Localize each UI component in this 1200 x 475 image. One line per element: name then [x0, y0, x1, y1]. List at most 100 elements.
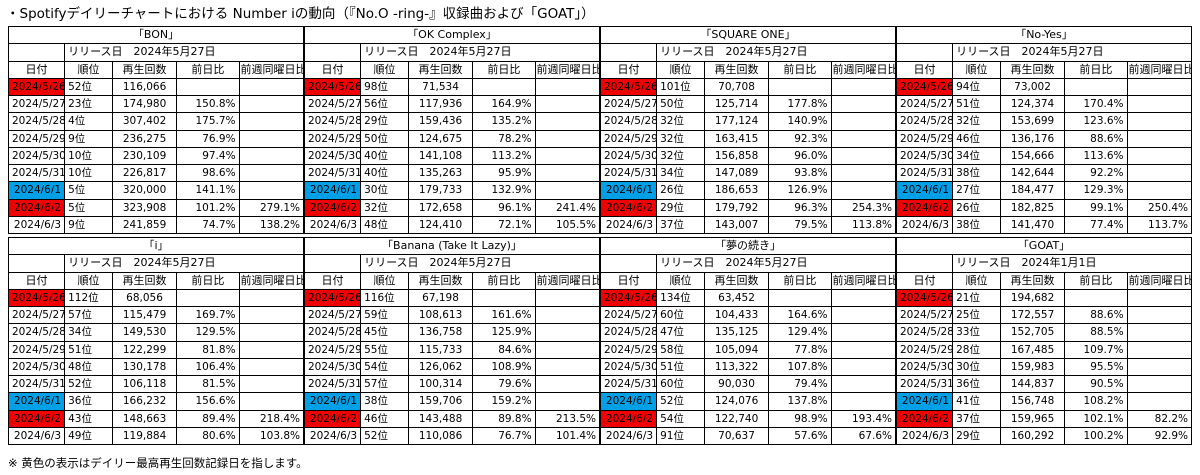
table-row: 2024/5/26 134位 63,452 — [599, 288, 897, 308]
cell-rank: 116位 — [360, 288, 409, 308]
cell-plays: 135,263 — [407, 163, 474, 183]
song-table: 「BON」 リリース日 2024年5月27日 日付 順位 再生回数 前日比 前週同曜日比 20… — [7, 25, 305, 235]
cell-wow: 113.7% — [1126, 215, 1193, 235]
release-date: リリース日 2024年5月27日 — [656, 254, 896, 273]
cell-date: 2024/5/30 — [303, 357, 362, 377]
table-row: 2024/5/26 112位 68,056 — [7, 288, 305, 308]
cell-plays: 144,837 — [999, 374, 1066, 394]
table-row: 2024/5/29 55位 115,733 84.6% — [303, 340, 601, 359]
cell-wow — [534, 288, 601, 308]
cell-dod: 161.6% — [472, 305, 536, 325]
column-header-plays: 再生回数 — [999, 271, 1066, 290]
song-table: 「GOAT」 リリース日 2024年1月1日 日付 順位 再生回数 前日比 前週同曜日比 20… — [895, 236, 1193, 446]
cell-rank: 94位 — [952, 77, 1001, 97]
release-date: リリース日 2024年1月1日 — [952, 254, 1192, 273]
cell-wow: 101.4% — [534, 426, 601, 446]
cell-date: 2024/6/1 — [599, 392, 658, 411]
cell-rank: 43位 — [64, 409, 113, 428]
release-date: リリース日 2024年5月27日 — [360, 254, 600, 273]
table-row: 2024/6/1 41位 156,748 108.2% — [895, 392, 1193, 411]
cell-plays: 236,275 — [111, 129, 178, 148]
column-header-date: 日付 — [303, 60, 362, 79]
release-spacer-cell — [7, 254, 66, 273]
cell-date: 2024/6/2 — [599, 409, 658, 428]
cell-date: 2024/5/30 — [895, 357, 954, 377]
cell-date: 2024/5/28 — [7, 112, 66, 131]
cell-rank: 101位 — [656, 77, 705, 97]
cell-date: 2024/5/30 — [599, 357, 658, 377]
table-row: 2024/5/28 32位 153,699 123.6% — [895, 112, 1193, 131]
cell-date: 2024/5/28 — [599, 112, 658, 131]
column-header-dod: 前日比 — [472, 60, 536, 79]
cell-wow — [534, 340, 601, 359]
cell-wow — [830, 129, 897, 148]
cell-date: 2024/6/1 — [7, 181, 66, 200]
column-header-date: 日付 — [895, 60, 954, 79]
cell-rank: 112位 — [64, 288, 113, 308]
cell-plays: 141,470 — [999, 215, 1066, 235]
song-title: 「i」 — [8, 236, 304, 256]
cell-wow — [534, 305, 601, 325]
song-table: 「No-Yes」 リリース日 2024年5月27日 日付 順位 再生回数 前日比 前週同曜日… — [895, 25, 1193, 235]
column-header-date: 日付 — [599, 271, 658, 290]
cell-date: 2024/6/2 — [303, 198, 362, 217]
cell-plays: 154,666 — [999, 146, 1066, 166]
cell-rank: 34位 — [64, 323, 113, 342]
cell-date: 2024/6/2 — [303, 409, 362, 428]
column-header-dod: 前日比 — [768, 60, 832, 79]
cell-rank: 38位 — [952, 215, 1001, 235]
cell-rank: 5位 — [64, 181, 113, 200]
cell-date: 2024/6/1 — [7, 392, 66, 411]
song-title: 「OK Complex」 — [304, 25, 600, 45]
cell-date: 2024/5/31 — [895, 163, 954, 183]
column-header-rank: 順位 — [360, 60, 409, 79]
cell-rank: 54位 — [656, 409, 705, 428]
cell-wow: 254.3% — [830, 198, 897, 217]
cell-wow — [238, 374, 305, 394]
release-date: リリース日 2024年5月27日 — [360, 43, 600, 62]
song-title: 「BON」 — [8, 25, 304, 45]
cell-rank: 41位 — [952, 392, 1001, 411]
table-row: 2024/6/1 52位 124,076 137.8% — [599, 392, 897, 411]
footnote: ※ 黄色の表示はデイリー最高再生回数記録日を指します。 — [8, 456, 308, 470]
cell-rank: 50位 — [656, 94, 705, 114]
cell-rank: 52位 — [64, 77, 113, 97]
cell-wow — [238, 163, 305, 183]
cell-wow — [830, 305, 897, 325]
cell-wow — [1126, 94, 1193, 114]
column-header-date: 日付 — [599, 60, 658, 79]
cell-rank: 52位 — [656, 392, 705, 411]
cell-rank: 46位 — [360, 409, 409, 428]
cell-plays: 184,477 — [999, 181, 1066, 200]
cell-dod: 175.7% — [176, 112, 240, 131]
cell-wow — [1126, 129, 1193, 148]
cell-dod: 76.9% — [176, 129, 240, 148]
cell-wow: 241.4% — [534, 198, 601, 217]
cell-wow — [534, 146, 601, 166]
cell-date: 2024/5/28 — [895, 323, 954, 342]
cell-dod: 170.4% — [1064, 94, 1128, 114]
cell-plays: 320,000 — [111, 181, 178, 200]
cell-wow: 218.4% — [238, 409, 305, 428]
cell-dod: 80.6% — [176, 426, 240, 446]
cell-plays: 160,292 — [999, 426, 1066, 446]
cell-plays: 63,452 — [703, 288, 770, 308]
cell-plays: 226,817 — [111, 163, 178, 183]
song-table: 「夢の続き」 リリース日 2024年5月27日 日付 順位 再生回数 前日比 前週同曜日比 2… — [599, 236, 897, 446]
table-row: 2024/6/1 30位 179,733 132.9% — [303, 181, 601, 200]
cell-plays: 172,557 — [999, 305, 1066, 325]
cell-plays: 108,613 — [407, 305, 474, 325]
cell-plays: 156,748 — [999, 392, 1066, 411]
cell-plays: 166,232 — [111, 392, 178, 411]
column-header-dod: 前日比 — [768, 271, 832, 290]
cell-rank: 46位 — [952, 129, 1001, 148]
cell-date: 2024/5/29 — [895, 340, 954, 359]
cell-dod: 164.6% — [768, 305, 832, 325]
cell-wow — [1126, 77, 1193, 97]
table-row: 2024/5/27 56位 117,936 164.9% — [303, 94, 601, 114]
table-row: 2024/6/2 26位 182,825 99.1% 250.4% — [895, 198, 1193, 217]
cell-date: 2024/5/28 — [303, 112, 362, 131]
table-row: 2024/5/27 25位 172,557 88.6% — [895, 305, 1193, 325]
cell-plays: 141,108 — [407, 146, 474, 166]
cell-date: 2024/5/26 — [895, 288, 954, 308]
